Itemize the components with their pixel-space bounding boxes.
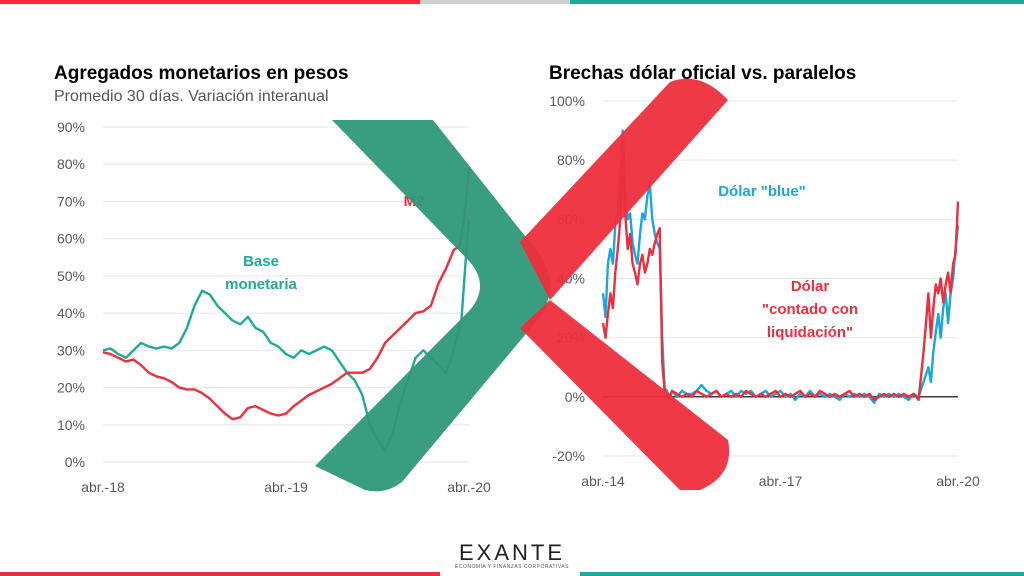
exante-logo: EXANTE ECONOMÍA Y FINANZAS CORPORATIVAS	[452, 540, 572, 570]
y-tick-label: 40%	[57, 305, 85, 321]
y-tick-label: 50%	[57, 268, 85, 284]
top-accent-teal	[570, 0, 1024, 4]
x-tick-label: abr.-14	[581, 473, 625, 489]
y-tick-label: 80%	[57, 156, 85, 172]
bottom-accent-teal	[580, 572, 1024, 576]
logo-wordmark: EXANTE	[458, 540, 566, 565]
y-tick-label: 70%	[57, 193, 85, 209]
y-tick-label: 90%	[57, 119, 85, 135]
x-tick-label: abr.-20	[936, 473, 980, 489]
annotation-ccl-line3: liquidación"	[767, 324, 853, 341]
x-tick-label: abr.-19	[264, 479, 308, 495]
annotation-blue: Dólar "blue"	[718, 183, 806, 200]
bottom-accent-red	[0, 572, 440, 576]
x-tick-label: abr.-17	[759, 473, 803, 489]
y-tick-label: 0%	[565, 389, 585, 405]
x-overlay-green-chevron	[315, 120, 550, 492]
left-chart-subtitle: Promedio 30 días. Variación interanual	[54, 88, 329, 105]
x-tick-label: abr.-18	[81, 479, 125, 495]
left-chart-title: Agregados monetarios en pesos	[54, 63, 349, 84]
annotation-base-line2: monetaria	[225, 276, 297, 293]
annotation-ccl-line2: "contado con	[762, 301, 858, 318]
series-line-1	[102, 220, 471, 452]
annotation-base-line1: Base	[243, 253, 279, 270]
logo-tagline: ECONOMÍA Y FINANZAS CORPORATIVAS	[455, 564, 569, 570]
top-accent-red	[0, 0, 420, 4]
y-tick-label: 10%	[57, 417, 85, 433]
top-accent-gray	[420, 0, 570, 4]
y-tick-label: 60%	[57, 231, 85, 247]
y-tick-label: 0%	[65, 454, 85, 470]
x-tick-label: abr.-20	[447, 479, 491, 495]
y-tick-label: -20%	[552, 448, 585, 464]
y-tick-label: 80%	[557, 152, 585, 168]
x-overlay-red-upper-stroke	[520, 78, 728, 300]
right-chart-title: Brechas dólar oficial vs. paralelos	[549, 63, 857, 84]
y-tick-label: 30%	[57, 342, 85, 358]
annotation-ccl-line1: Dólar	[791, 278, 830, 295]
series-line-2	[102, 167, 471, 421]
y-tick-label: 20%	[57, 380, 85, 396]
x-overlay-red-lower-stroke	[520, 300, 730, 490]
y-tick-label: 100%	[549, 93, 585, 109]
series-line-2	[601, 150, 960, 401]
